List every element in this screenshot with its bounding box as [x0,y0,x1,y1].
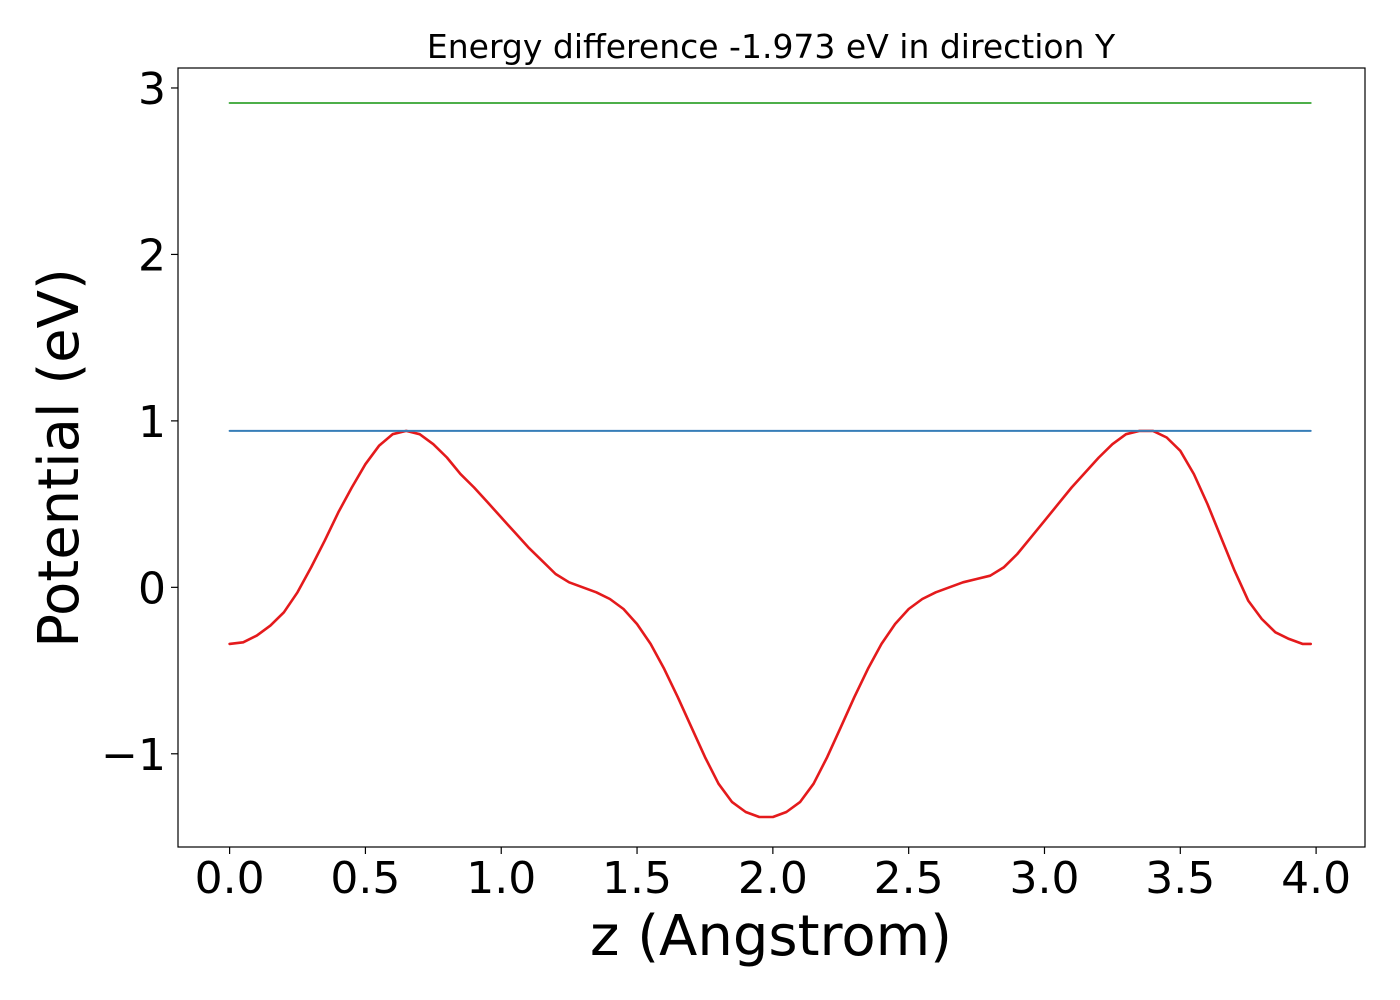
y-axis-label: Potential (eV) [27,268,92,648]
series-layer [228,102,1312,819]
x-tick-label: 2.0 [738,853,808,904]
series-line-potential [228,429,1312,819]
x-axis-label: z (Angstrom) [590,904,952,969]
x-tick-label: 4.0 [1281,853,1351,904]
chart-title: Energy difference -1.973 eV in direction… [427,27,1116,66]
y-tick-label: 1 [138,397,166,448]
x-tick-label: 2.5 [874,853,944,904]
x-axis-ticks: 0.0 0.5 1.0 1.5 2.0 2.5 3.0 3.5 4.0 [195,847,1351,904]
y-tick-label: −1 [101,730,166,781]
plot-frame [177,67,1366,848]
y-tick-label: 3 [138,64,166,115]
x-tick-label: 0.0 [195,853,265,904]
y-tick-label: 2 [138,230,166,281]
y-tick-label: 0 [138,563,166,614]
x-tick-label: 0.5 [330,853,400,904]
x-tick-label: 1.0 [466,853,536,904]
x-tick-label: 3.0 [1009,853,1079,904]
x-tick-label: 1.5 [602,853,672,904]
x-tick-label: 3.5 [1145,853,1215,904]
y-axis-ticks: −1 0 1 2 3 [101,64,178,781]
